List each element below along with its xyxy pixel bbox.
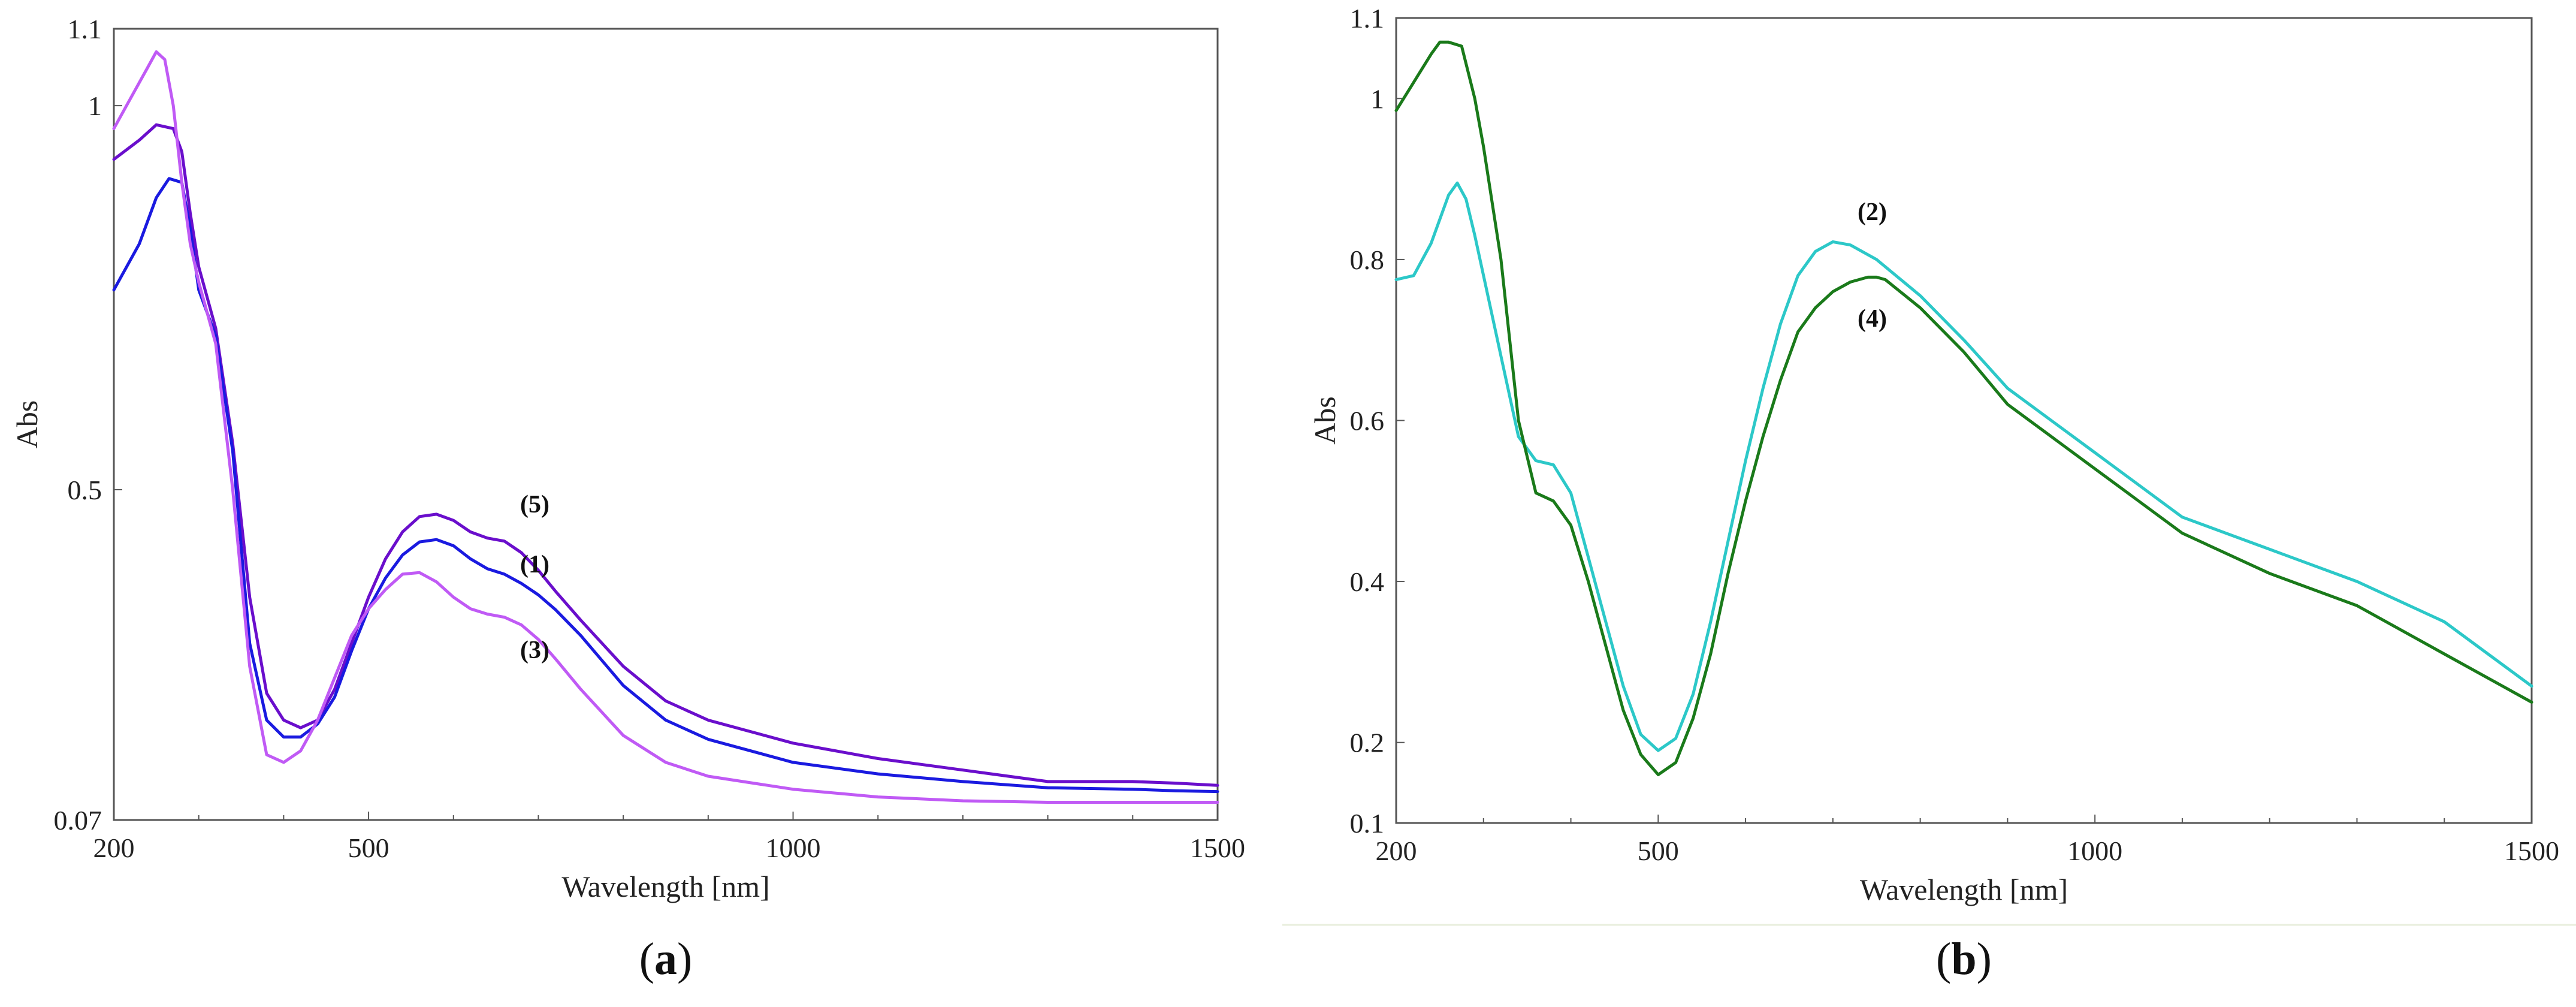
y-tick-label: 1: [1370, 83, 1384, 114]
x-tick-label: 500: [348, 833, 389, 863]
series-label-4: (4): [1858, 305, 1887, 333]
chart-b: 200 500 1000 1500 0.1 0.2 0.4 0.6 0.8 1 1.1 Wavelen…: [1308, 3, 2559, 984]
y-tick-label: 0.6: [1350, 406, 1385, 436]
plot-frame: [1395, 17, 2533, 824]
y-tick-label: 1: [88, 91, 102, 121]
y-tick-label: 0.4: [1350, 566, 1385, 597]
y-axis-title: Abs: [1308, 396, 1342, 445]
series-line-3: [112, 50, 1219, 804]
x-tick-label: 1000: [2067, 836, 2122, 866]
x-tick-label: 1500: [1190, 833, 1245, 863]
y-tick-label: 0.2: [1350, 728, 1385, 758]
x-axis-title: Wavelength [nm]: [561, 870, 769, 903]
y-tick-label: 0.1: [1350, 808, 1385, 839]
x-tick-label: 200: [93, 833, 135, 863]
y-tick-label: 1.1: [1350, 3, 1385, 34]
x-tick-label: 500: [1638, 836, 1679, 866]
y-tick-label: 0.8: [1350, 245, 1385, 275]
y-tick-label: 0.07: [54, 805, 102, 836]
panel-label-b: (b): [1936, 934, 1992, 984]
series-line-5: [112, 123, 1219, 787]
y-tick-label: 0.5: [68, 475, 102, 505]
x-tick-label: 1000: [766, 833, 821, 863]
x-tick-label: 1500: [2504, 836, 2559, 866]
chart-a: 200 500 1000 1500 0.07 0.5 1 1.1 Wavelength [nm]…: [10, 14, 1245, 984]
series-label-2: (2): [1858, 198, 1887, 226]
panel-label-a: (a): [639, 934, 693, 984]
series-label-3: (3): [520, 637, 549, 664]
series-line-4: [1394, 40, 2533, 776]
y-tick-label: 1.1: [68, 14, 102, 44]
x-axis-title: Wavelength [nm]: [1860, 873, 2068, 906]
y-axis-title: Abs: [10, 400, 44, 449]
series-label-1: (1): [520, 551, 549, 578]
plot-frame: [113, 28, 1219, 821]
series-label-5: (5): [520, 491, 549, 518]
series-line-2: [1394, 181, 2533, 752]
x-tick-label: 200: [1376, 836, 1417, 866]
